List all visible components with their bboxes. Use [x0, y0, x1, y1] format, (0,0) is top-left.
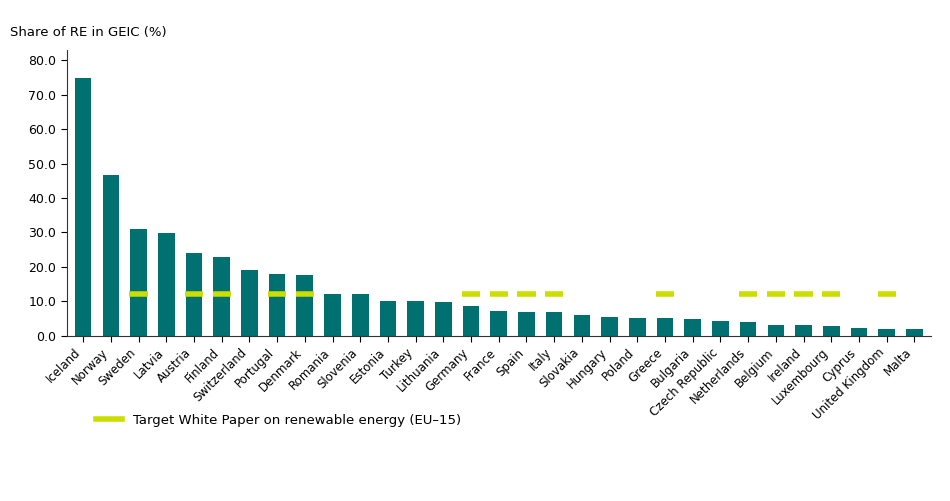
Bar [712, 321, 729, 336]
Bar [130, 229, 147, 336]
Bar [906, 329, 922, 336]
Bar [546, 312, 562, 336]
Bar [435, 302, 451, 336]
Bar [629, 318, 646, 336]
Bar [158, 233, 175, 336]
Bar [601, 317, 618, 336]
Bar [380, 301, 396, 336]
Bar [574, 315, 590, 336]
Legend: Target White Paper on renewable energy (EU–15): Target White Paper on renewable energy (… [90, 408, 466, 432]
Bar [408, 301, 424, 336]
Bar [352, 295, 369, 336]
Bar [324, 295, 341, 336]
Bar [879, 329, 895, 336]
Bar [296, 276, 314, 336]
Bar [823, 326, 840, 336]
Bar [214, 257, 230, 336]
Bar [103, 175, 119, 336]
Bar [684, 319, 701, 336]
Bar [740, 322, 756, 336]
Bar [75, 78, 91, 336]
Bar [490, 311, 507, 336]
Text: Share of RE in GEIC (%): Share of RE in GEIC (%) [10, 26, 167, 39]
Bar [850, 328, 867, 336]
Bar [463, 306, 480, 336]
Bar [656, 319, 674, 336]
Bar [185, 254, 202, 336]
Bar [518, 312, 535, 336]
Bar [241, 271, 257, 336]
Bar [795, 325, 812, 336]
Bar [768, 325, 784, 336]
Bar [269, 274, 285, 336]
